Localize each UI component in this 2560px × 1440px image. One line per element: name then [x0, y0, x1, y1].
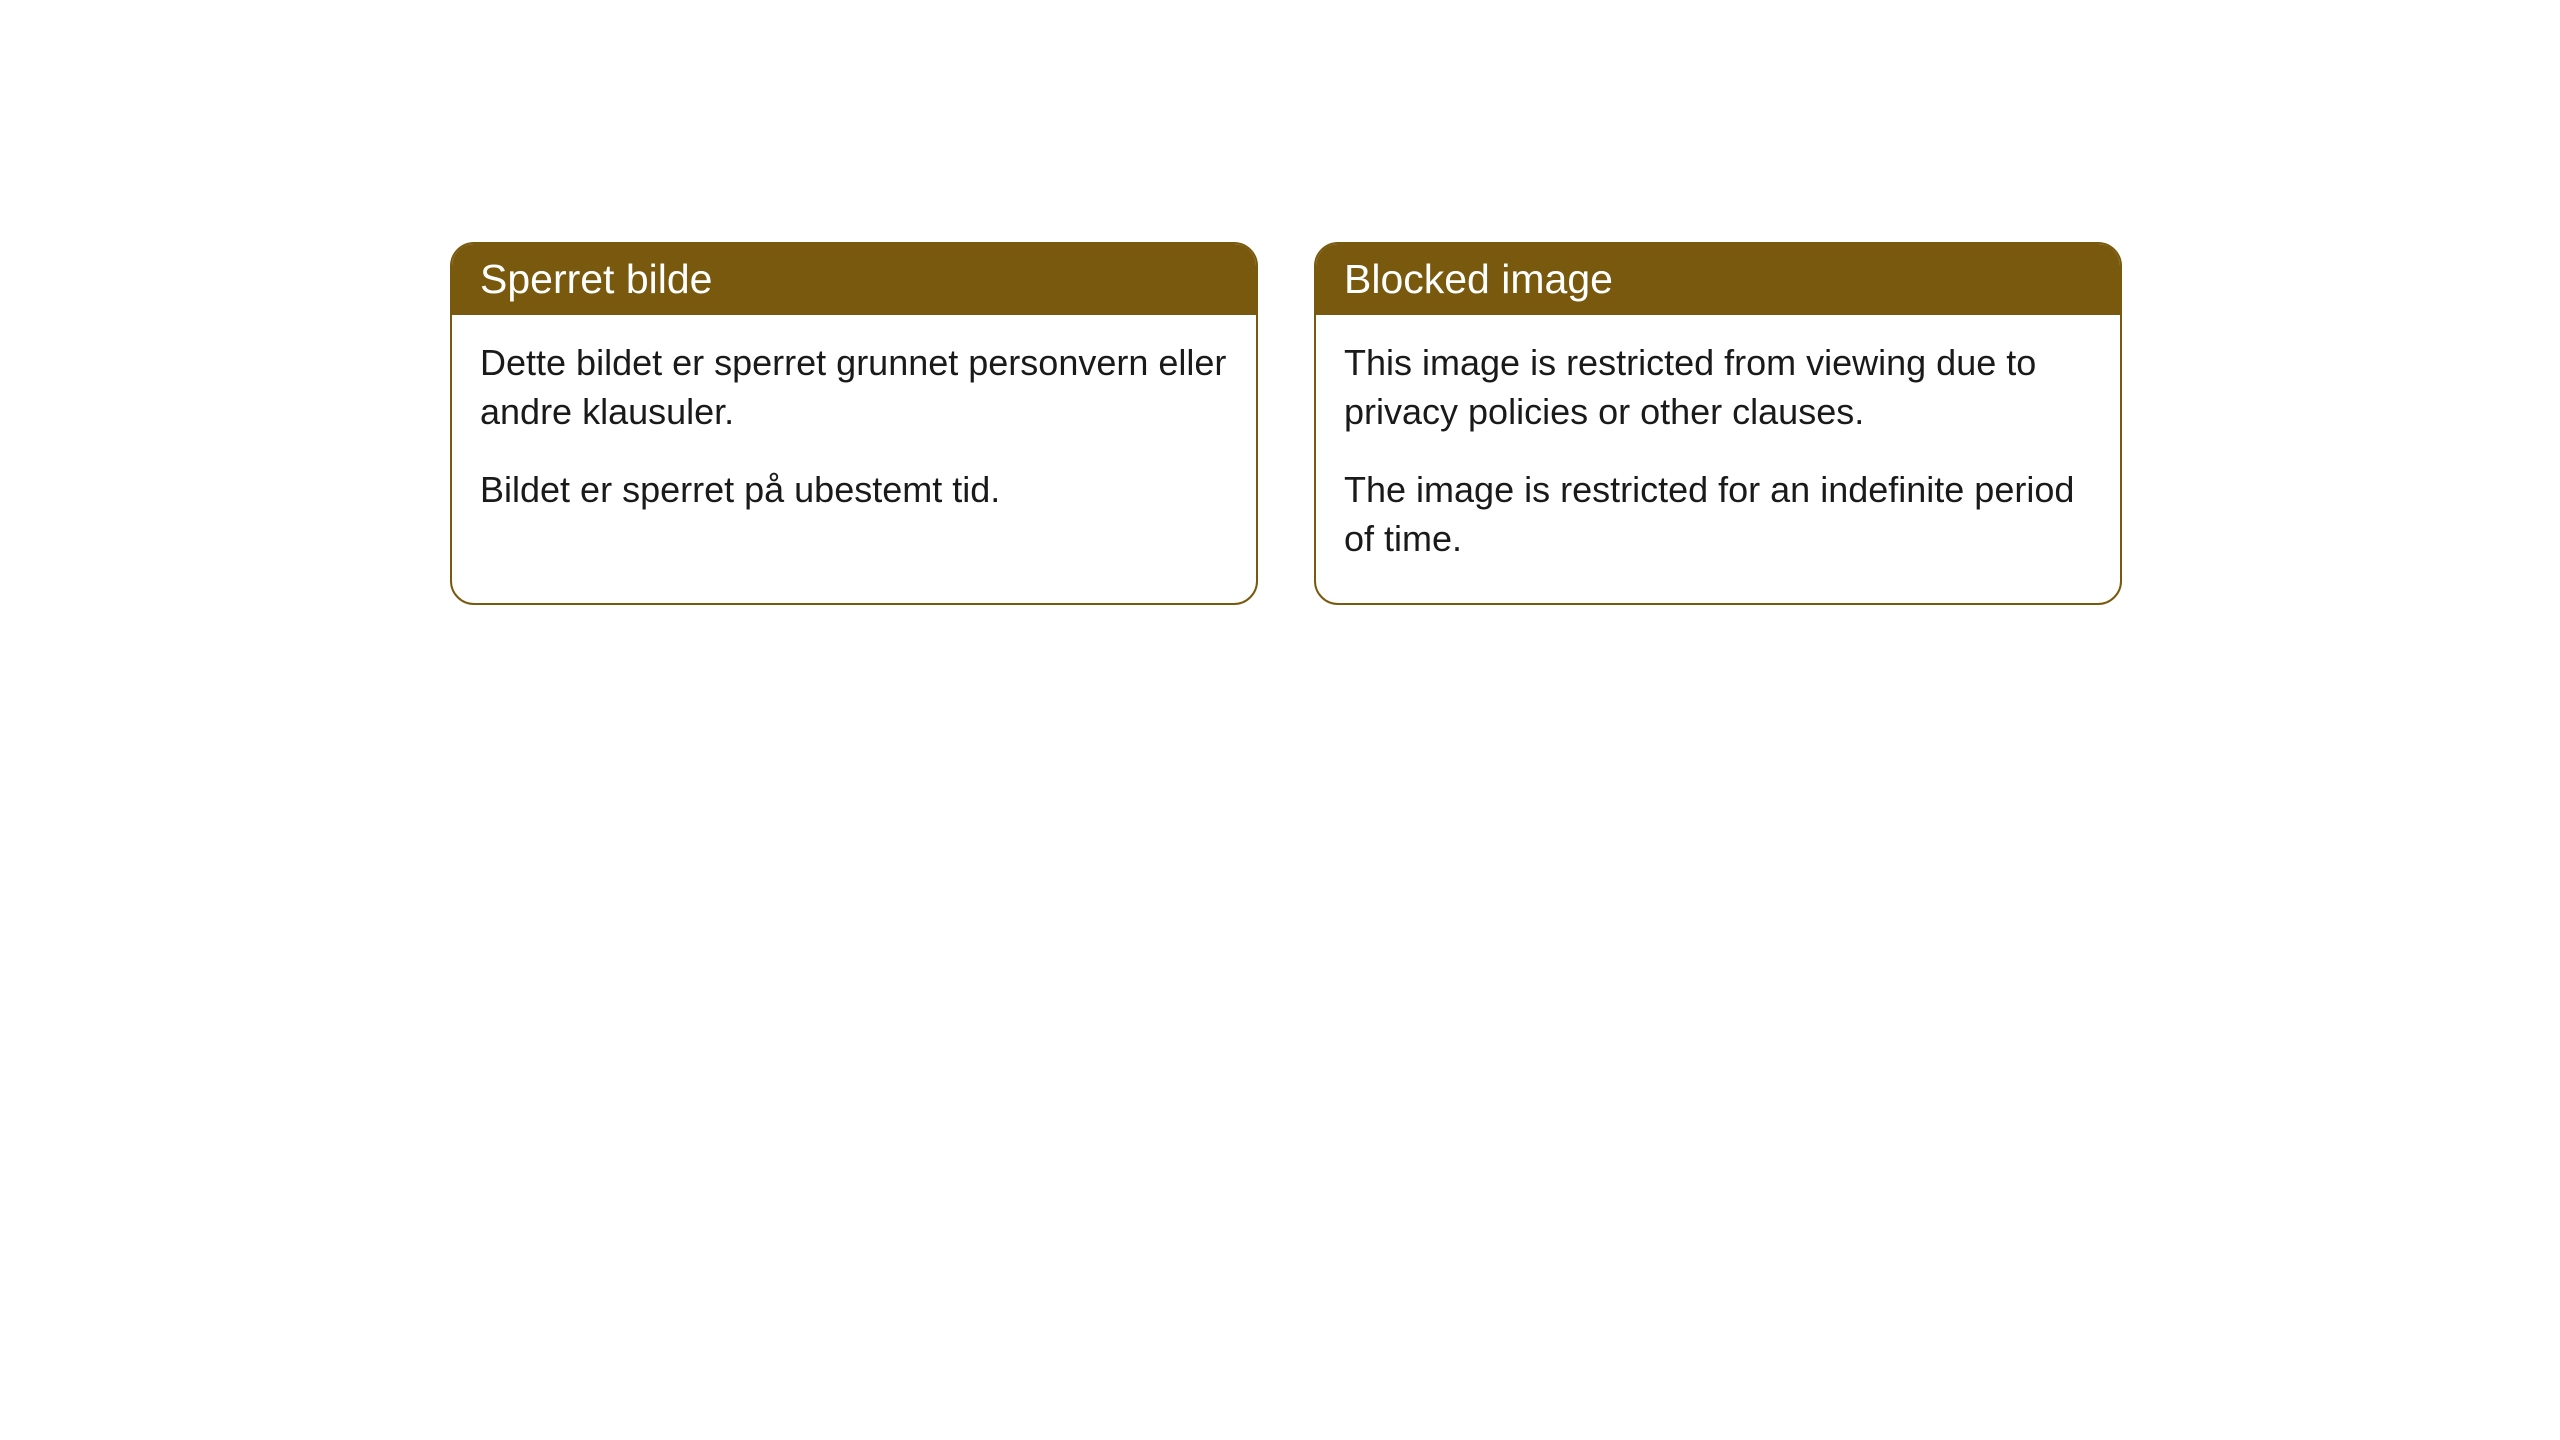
card-title: Sperret bilde	[480, 256, 712, 302]
card-body: This image is restricted from viewing du…	[1316, 315, 2120, 603]
cards-container: Sperret bilde Dette bildet er sperret gr…	[0, 0, 2560, 605]
card-paragraph: The image is restricted for an indefinit…	[1344, 466, 2092, 563]
card-paragraph: This image is restricted from viewing du…	[1344, 339, 2092, 436]
card-body: Dette bildet er sperret grunnet personve…	[452, 315, 1256, 555]
card-header: Blocked image	[1316, 244, 2120, 315]
card-header: Sperret bilde	[452, 244, 1256, 315]
card-paragraph: Dette bildet er sperret grunnet personve…	[480, 339, 1228, 436]
card-title: Blocked image	[1344, 256, 1613, 302]
blocked-image-card-norwegian: Sperret bilde Dette bildet er sperret gr…	[450, 242, 1258, 605]
blocked-image-card-english: Blocked image This image is restricted f…	[1314, 242, 2122, 605]
card-paragraph: Bildet er sperret på ubestemt tid.	[480, 466, 1228, 515]
